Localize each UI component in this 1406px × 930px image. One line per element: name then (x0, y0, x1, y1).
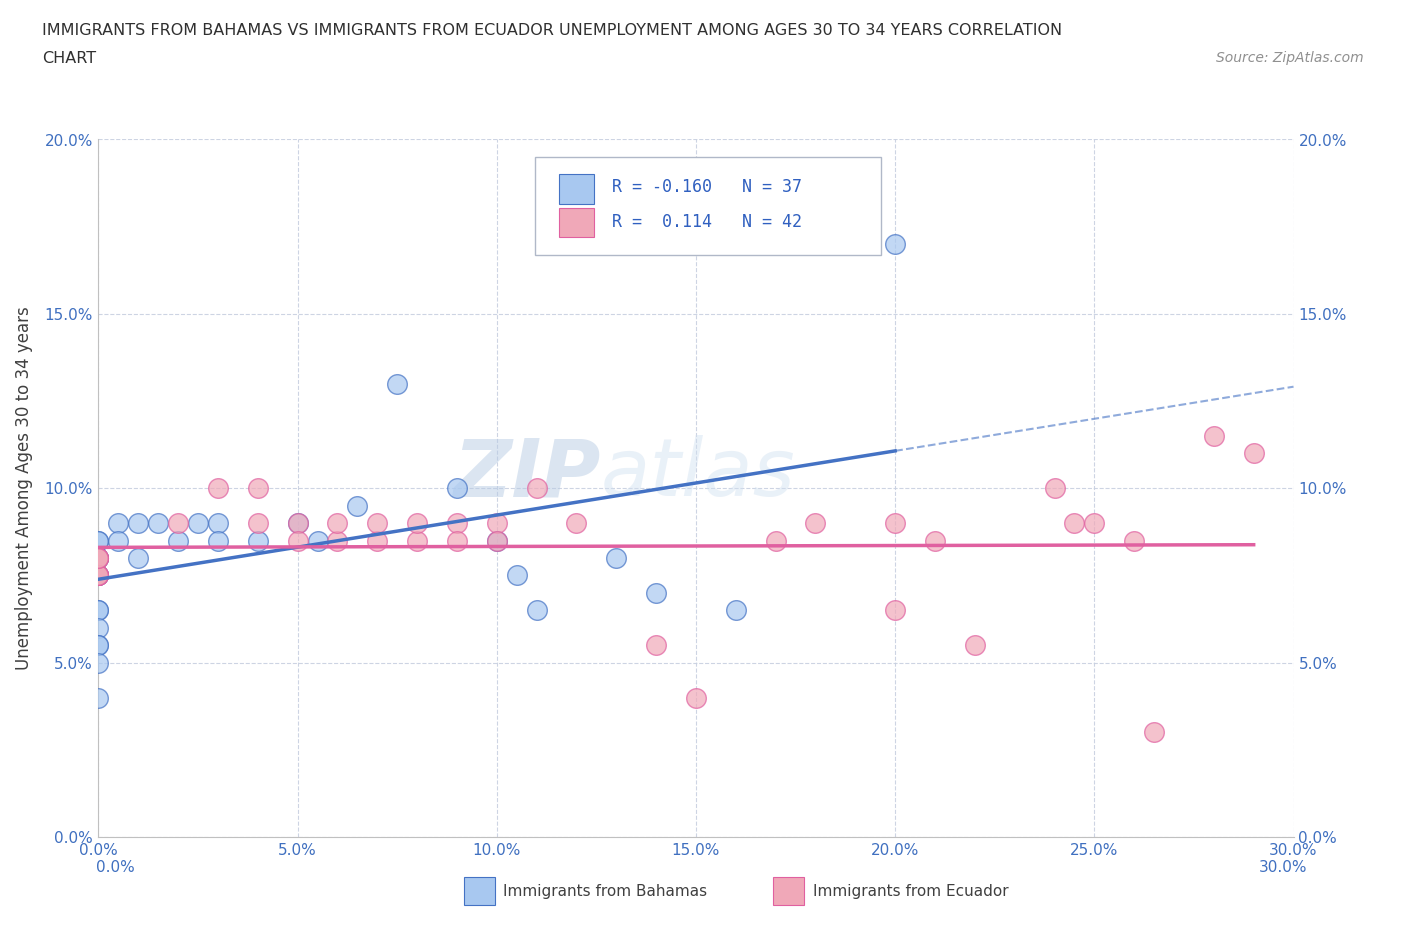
Point (366, 515, 388, 530)
Bar (558, 175, 595, 204)
Point (485, 533, 508, 548)
Point (127, 515, 149, 530)
Point (884, 603, 907, 618)
Point (87, 568, 110, 583)
Point (326, 533, 349, 548)
Point (87, 568, 110, 583)
Point (246, 533, 269, 548)
Point (605, 551, 627, 565)
Point (87, 568, 110, 583)
Point (385, 377, 409, 392)
Point (526, 603, 548, 618)
Point (87, 638, 110, 653)
Point (963, 638, 986, 653)
Point (87, 568, 110, 583)
Point (87, 551, 110, 565)
Point (1243, 446, 1265, 461)
Point (1083, 515, 1105, 530)
Text: Immigrants from Ecuador: Immigrants from Ecuador (813, 884, 1008, 899)
Point (207, 533, 229, 548)
Point (565, 515, 588, 530)
Point (884, 237, 907, 252)
Point (406, 515, 429, 530)
Point (87, 656, 110, 671)
Point (207, 481, 229, 496)
Point (1063, 515, 1085, 530)
Point (246, 515, 269, 530)
Point (87, 603, 110, 618)
Point (287, 515, 309, 530)
Text: CHART: CHART (42, 51, 96, 66)
Point (485, 515, 508, 530)
Point (804, 515, 827, 530)
Point (884, 515, 907, 530)
Point (446, 533, 468, 548)
Text: R = -0.160   N = 37: R = -0.160 N = 37 (613, 178, 803, 196)
Point (1043, 481, 1066, 496)
Point (685, 690, 707, 705)
Point (87, 551, 110, 565)
Point (87, 551, 110, 565)
Point (87, 568, 110, 583)
Point (246, 481, 269, 496)
Text: R =  0.114   N = 42: R = 0.114 N = 42 (613, 213, 803, 231)
Point (287, 533, 309, 548)
Point (87, 603, 110, 618)
Point (765, 533, 787, 548)
Point (645, 638, 668, 653)
Point (87, 533, 110, 548)
Point (148, 515, 170, 530)
Point (446, 515, 468, 530)
Point (1123, 533, 1146, 548)
Text: atlas: atlas (600, 435, 796, 513)
Y-axis label: Unemployment Among Ages 30 to 34 years: Unemployment Among Ages 30 to 34 years (15, 306, 34, 671)
Point (167, 533, 190, 548)
Text: 30.0%: 30.0% (1260, 860, 1308, 875)
Point (207, 515, 229, 530)
Point (645, 586, 668, 601)
Point (87, 551, 110, 565)
Point (187, 515, 209, 530)
Point (167, 515, 190, 530)
Point (526, 481, 548, 496)
Text: 0.0%: 0.0% (96, 860, 135, 875)
Text: ZIP: ZIP (453, 435, 600, 513)
Point (87, 551, 110, 565)
Point (87, 551, 110, 565)
Bar (558, 207, 595, 237)
Point (287, 515, 309, 530)
Point (87, 620, 110, 635)
FancyBboxPatch shape (534, 157, 882, 255)
Point (1143, 725, 1166, 740)
Point (87, 638, 110, 653)
Point (87, 690, 110, 705)
Point (366, 533, 388, 548)
Text: Source: ZipAtlas.com: Source: ZipAtlas.com (1216, 51, 1364, 65)
Point (87, 551, 110, 565)
Point (127, 551, 149, 565)
Point (406, 533, 429, 548)
Point (506, 568, 529, 583)
Point (485, 533, 508, 548)
Point (1202, 429, 1225, 444)
Point (87, 568, 110, 583)
Point (724, 603, 747, 618)
Point (346, 498, 368, 513)
Text: Immigrants from Bahamas: Immigrants from Bahamas (503, 884, 707, 899)
Point (446, 481, 468, 496)
Point (87, 533, 110, 548)
Point (326, 515, 349, 530)
Point (87, 568, 110, 583)
Text: IMMIGRANTS FROM BAHAMAS VS IMMIGRANTS FROM ECUADOR UNEMPLOYMENT AMONG AGES 30 TO: IMMIGRANTS FROM BAHAMAS VS IMMIGRANTS FR… (42, 23, 1063, 38)
Point (924, 533, 946, 548)
Point (307, 533, 329, 548)
Point (87, 568, 110, 583)
Point (107, 515, 129, 530)
Point (107, 533, 129, 548)
